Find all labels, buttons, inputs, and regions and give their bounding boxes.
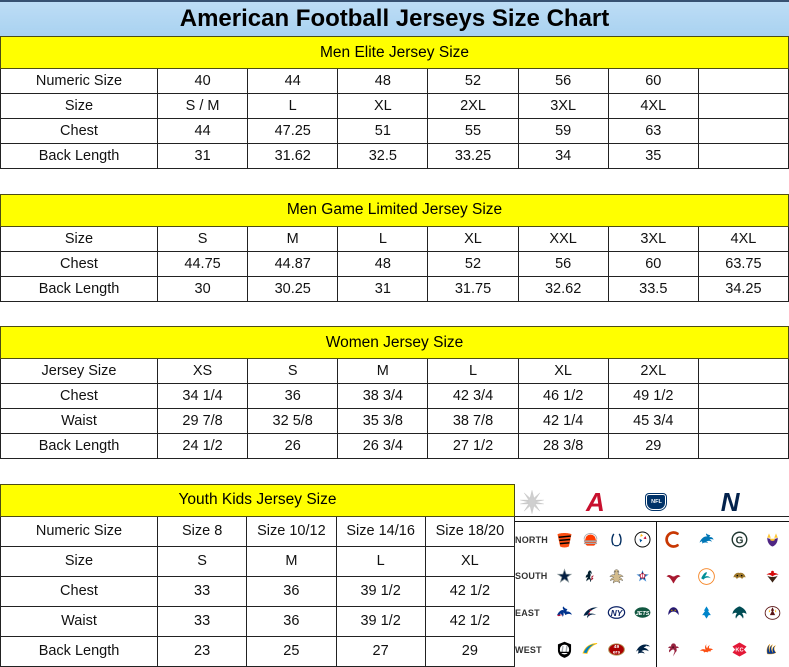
svg-text:NY: NY (611, 608, 624, 618)
svg-text:ers: ers (613, 650, 621, 656)
svg-text:KC: KC (735, 648, 743, 654)
svg-text:JETS: JETS (636, 612, 650, 618)
svg-text:G: G (736, 536, 744, 547)
svg-text:49: 49 (614, 644, 620, 650)
